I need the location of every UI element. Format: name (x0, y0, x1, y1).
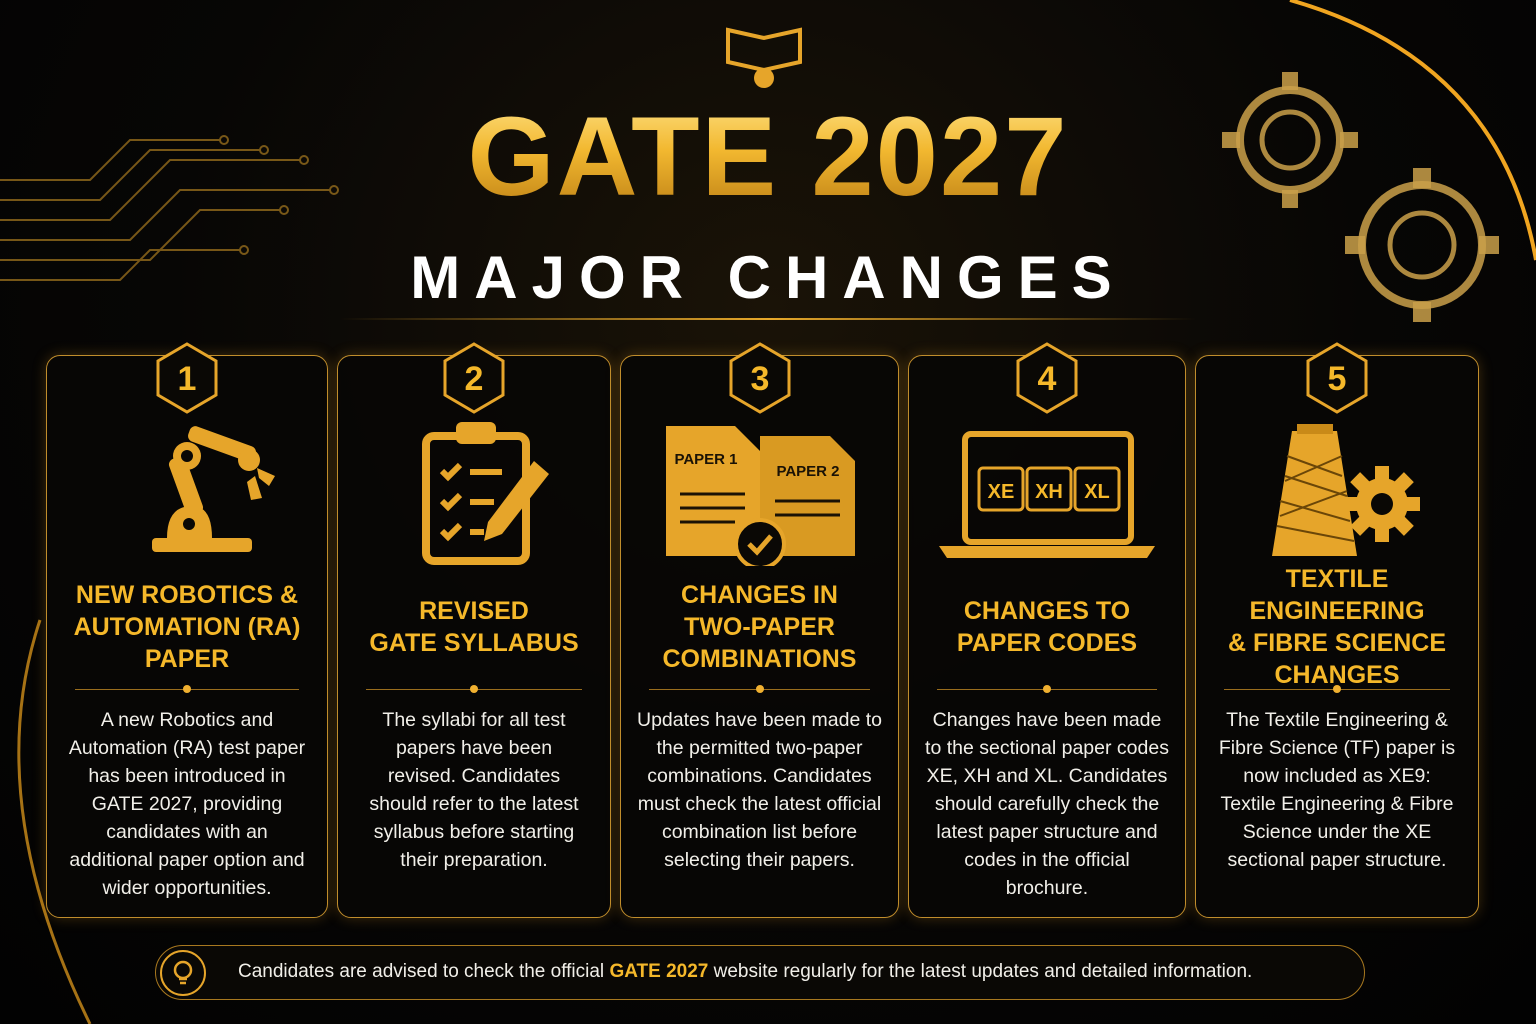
divider (1224, 685, 1450, 693)
card-title-line: & FIBRE SCIENCE (1227, 629, 1447, 657)
card-title: REVISED GATE SYLLABUS (344, 571, 604, 683)
icon-label: PAPER 2 (776, 463, 839, 480)
footer-text-part: website regularly for the latest updates… (713, 961, 1253, 982)
card-number: 5 (1328, 360, 1347, 398)
card-number: 2 (465, 360, 484, 398)
card-title-line: GATE SYLLABUS (369, 629, 579, 657)
divider (75, 685, 299, 693)
card-title-line: NEW ROBOTICS & (75, 581, 299, 609)
card-title-line: COMBINATIONS (662, 645, 857, 673)
card-title-line: CHANGES (1274, 661, 1400, 689)
card: 1 NEW ROBOTICS & AUTOMATION (RA) PAPER A n… (46, 342, 328, 918)
card-title: CHANGES IN TWO-PAPER COMBINATIONS (627, 571, 892, 683)
card-title-line: AUTOMATION (RA) (73, 613, 301, 641)
subtitle: MAJOR CHANGES (410, 244, 1126, 311)
card-text: The Textile Engineering & Fibre Science … (1218, 709, 1456, 871)
card-number: 3 (750, 360, 769, 398)
number-badge: 5 (1306, 342, 1368, 414)
card-title-line: REVISED (419, 597, 529, 625)
icon-label: XE (988, 481, 1015, 503)
number-badge: 1 (156, 342, 218, 414)
card-title-line: PAPER (144, 645, 230, 673)
card: 2 REVISED GATE SYLLABUS The syllabi for a… (337, 342, 611, 918)
number-badge: 3 (729, 342, 790, 414)
icon-label: XH (1035, 481, 1063, 503)
card-title-line: CHANGES IN (681, 581, 838, 609)
card-text: Changes have been made to the sectional … (925, 709, 1169, 899)
number-badge: 4 (1016, 342, 1078, 414)
number-badge: 2 (443, 342, 505, 414)
card-title-line: PAPER CODES (956, 629, 1138, 657)
spool-gear-icon (1272, 424, 1420, 556)
robot-arm-icon (152, 426, 275, 552)
card-title-line: TWO-PAPER (684, 613, 835, 641)
card: 3 PAPER 1 PAPER 2 CHANGES IN TWO-PAPER COMB… (620, 342, 899, 918)
icon-label: PAPER 1 (674, 451, 737, 468)
card-text: The syllabi for all test papers have bee… (369, 709, 579, 871)
card: 4 XE XH XL CHANGES TO PAPER CODES Changes h… (908, 342, 1186, 918)
card-title: TEXTILE ENGINEERING & FIBRE SCIENCE CHANGE… (1202, 565, 1472, 689)
card-title: NEW ROBOTICS & AUTOMATION (RA) PAPER (53, 571, 321, 683)
card-number: 4 (1038, 360, 1057, 398)
divider (937, 685, 1157, 693)
laptop-icon: XE XH XL (939, 431, 1155, 558)
card-title-line: TEXTILE ENGINEERING (1249, 565, 1425, 625)
card-number: 1 (178, 360, 197, 398)
card-title: CHANGES TO PAPER CODES (915, 571, 1179, 683)
card-text: A new Robotics and Automation (RA) test … (68, 709, 306, 899)
footer-text: Candidates are advised to check the offi… (238, 961, 1252, 983)
card-title-line: CHANGES TO (963, 597, 1131, 625)
card: 5 TEXTILE ENGINEERING & FIBRE SCIENCE CHAN… (1195, 342, 1479, 918)
bulb-icon (160, 950, 206, 996)
footer-text-part: Candidates are advised to check the offi… (238, 961, 605, 982)
icon-label: XL (1084, 481, 1110, 503)
clipboard-icon (422, 422, 549, 565)
divider (366, 685, 582, 693)
title: GATE 2027 (0, 92, 1536, 221)
title-rule (340, 318, 1196, 320)
footer-note: Candidates are advised to check the offi… (155, 945, 1365, 1000)
footer-highlight: GATE 2027 (609, 961, 709, 982)
card-text: Updates have been made to the permitted … (636, 709, 882, 871)
papers-icon: PAPER 1 PAPER 2 (665, 426, 855, 566)
divider (649, 685, 870, 693)
